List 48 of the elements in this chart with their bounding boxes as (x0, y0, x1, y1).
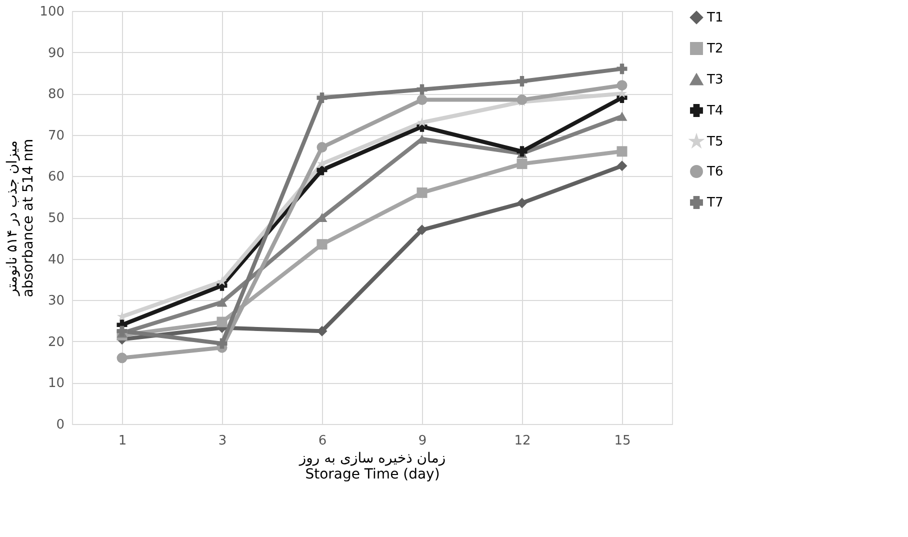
legend-label: T5 (706, 134, 724, 150)
point (416, 187, 428, 198)
y-tick-label: 30 (48, 294, 64, 309)
point (316, 239, 328, 250)
point (416, 224, 428, 236)
legend-label: T7 (706, 196, 724, 210)
x-tick-label: 15 (614, 434, 631, 448)
point (317, 158, 327, 168)
y-tick-label: 20 (48, 334, 64, 350)
legend-label: T1 (706, 10, 724, 26)
y-tick-label: 90 (48, 46, 64, 61)
point (516, 158, 528, 170)
point (417, 117, 427, 127)
legend-label: T4 (706, 104, 724, 118)
point (616, 112, 628, 121)
point (216, 316, 228, 328)
y-tick-label: 40 (48, 252, 64, 268)
point (216, 338, 228, 349)
point (616, 80, 628, 91)
y-tick-label: 70 (48, 128, 64, 144)
point (316, 142, 328, 153)
point (516, 198, 528, 208)
point (216, 298, 228, 307)
legend-label: T2 (706, 42, 724, 56)
x-tick-label: 1 (118, 434, 127, 448)
point (316, 92, 328, 103)
legend-label: T6 (706, 164, 724, 180)
point (616, 160, 628, 172)
y-tick-label: 60 (48, 170, 64, 185)
y-tick-label: 100 (40, 4, 64, 20)
y-tick-label: 50 (48, 211, 64, 226)
point (416, 84, 428, 95)
legend-label: T3 (706, 72, 724, 88)
point (616, 146, 628, 157)
point (516, 76, 528, 86)
point (416, 94, 428, 106)
point (217, 276, 227, 286)
y-tick-label: 0 (56, 418, 64, 432)
y-tick-label: 10 (48, 376, 64, 392)
point (616, 64, 628, 74)
point (116, 352, 128, 364)
y-tick-label: 80 (48, 87, 64, 102)
point (516, 146, 528, 157)
point (116, 326, 128, 336)
x-tick-label: 12 (514, 434, 531, 448)
x-tick-label: 6 (318, 434, 327, 448)
x-tick-label: 3 (218, 434, 227, 448)
x-tick-label: 9 (418, 434, 427, 448)
